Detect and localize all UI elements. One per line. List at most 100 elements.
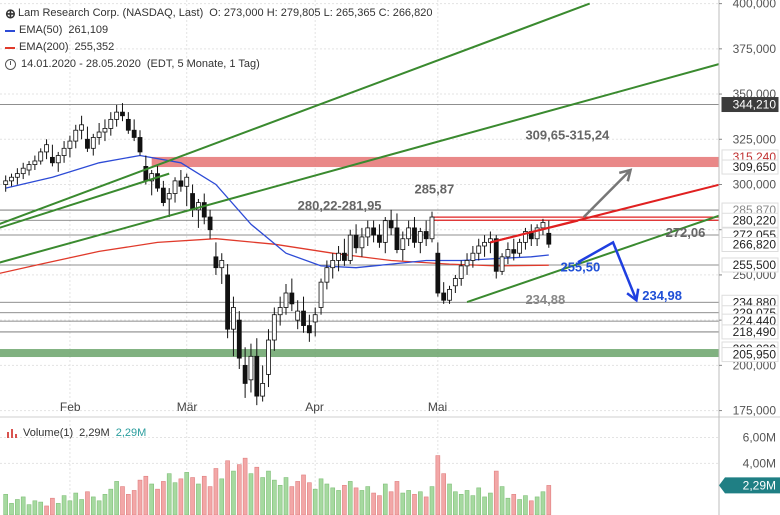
candle xyxy=(505,242,511,265)
candle-body xyxy=(306,325,312,334)
candle xyxy=(277,296,283,326)
candle xyxy=(511,238,517,261)
candle-body xyxy=(394,227,400,250)
candle-body xyxy=(184,176,190,187)
candle-body xyxy=(137,137,143,153)
volume-bar xyxy=(114,481,119,515)
candle-body xyxy=(534,227,540,240)
volume-bar xyxy=(488,492,493,515)
candle-body xyxy=(476,245,482,254)
price-level-tag: 205,950 xyxy=(721,347,779,363)
candle-body xyxy=(120,111,125,117)
candle-body xyxy=(277,307,283,316)
volume-bar xyxy=(242,457,248,515)
volume-bar xyxy=(207,486,213,515)
candle xyxy=(102,119,108,142)
price-tag-bg xyxy=(721,97,779,113)
price-axis: 400,000375,000350,000325,000300,000275,0… xyxy=(718,0,780,515)
candle-body xyxy=(166,193,172,200)
candle-body xyxy=(213,256,219,269)
price-tag-label: 280,220 xyxy=(733,213,777,227)
candle-body xyxy=(61,147,67,156)
volume-bar xyxy=(423,496,429,515)
candle xyxy=(260,365,266,402)
candle-body xyxy=(400,238,406,251)
price-tick-label: 375,000 xyxy=(733,42,777,56)
volume-bar xyxy=(137,479,143,515)
candle-body xyxy=(207,216,213,231)
candle-body xyxy=(266,339,271,375)
candle-body xyxy=(236,319,242,359)
volume-bar xyxy=(517,499,522,515)
volume-bar xyxy=(161,481,166,515)
ema200-label: EMA(200) xyxy=(19,41,69,53)
candle-body xyxy=(225,274,231,330)
volume-bar xyxy=(435,455,441,515)
candle xyxy=(79,115,84,140)
legend-ema200-row[interactable]: EMA(200) 255,352 xyxy=(5,39,432,56)
period-note: (EDT, 5 Monate, 1 Tag) xyxy=(146,58,260,70)
current-volume-tag-bg xyxy=(719,477,780,494)
candle xyxy=(283,283,289,315)
ema50-label: EMA(50) xyxy=(19,24,63,36)
candle xyxy=(365,220,371,246)
candle-body xyxy=(493,238,499,272)
price-pane-bg xyxy=(0,0,719,416)
volume-bar xyxy=(382,483,388,515)
volume-bar xyxy=(347,481,353,515)
candle xyxy=(464,253,470,275)
volume-bar xyxy=(540,491,546,515)
support-resistance-lines xyxy=(0,104,719,333)
volume-bar xyxy=(55,503,61,515)
candle xyxy=(20,162,26,180)
candle xyxy=(458,260,464,286)
candle xyxy=(324,260,330,290)
candle xyxy=(406,220,412,246)
volume-bar xyxy=(149,483,154,515)
volume-legend[interactable]: Volume(1) 2,29M 2,29M xyxy=(7,427,146,439)
volume-bar xyxy=(26,504,32,515)
current-volume-tag-label: 2,29M xyxy=(743,478,776,492)
candle-body xyxy=(412,227,417,243)
price-tick-label: 175,000 xyxy=(733,404,777,418)
volume-bar xyxy=(196,483,201,515)
legend-ema50-row[interactable]: EMA(50) 261,109 xyxy=(5,22,432,39)
volume-bar xyxy=(353,487,359,515)
candle-body xyxy=(452,278,458,287)
candle-body xyxy=(85,138,90,149)
candle-body xyxy=(499,256,505,272)
candle-body xyxy=(517,241,522,254)
volume-bar xyxy=(32,500,38,515)
candle-body xyxy=(429,216,435,240)
candle-body xyxy=(155,173,160,189)
candle-body xyxy=(131,129,137,138)
volume-bar xyxy=(493,470,499,515)
volume-bar xyxy=(143,475,149,515)
candle xyxy=(120,103,125,122)
candle xyxy=(166,188,172,218)
volume-value-1: 2,29M xyxy=(79,427,110,439)
volume-bar xyxy=(231,470,236,515)
candle xyxy=(371,220,377,243)
candle-body xyxy=(341,252,347,261)
volume-bar xyxy=(377,495,382,515)
volume-bar xyxy=(400,492,406,515)
instrument-label: Lam Research Corp. (NASDAQ, Last) xyxy=(18,7,204,19)
price-tag-label: 309,650 xyxy=(733,160,777,174)
period-range: 14.01.2020 - 28.05.2020 xyxy=(21,58,141,70)
price-tag-label: 344,210 xyxy=(733,98,777,112)
bullish-projection-path xyxy=(582,169,632,218)
candle-body xyxy=(324,267,330,283)
crosshair-icon[interactable]: ⊕ xyxy=(5,5,16,21)
candle xyxy=(377,224,382,248)
chart-legend: ⊕ Lam Research Corp. (NASDAQ, Last) O: 2… xyxy=(5,5,432,73)
volume-bar xyxy=(184,472,190,515)
candle xyxy=(160,180,166,207)
candle xyxy=(382,217,388,254)
annotations-layer: 309,65-315,24 285,87 280,22-281,95 272,06 25… xyxy=(298,127,706,307)
candle-body xyxy=(441,292,447,301)
volume-bar xyxy=(412,494,417,515)
ema50-swatch xyxy=(5,29,15,32)
candle-body xyxy=(79,124,84,131)
candle xyxy=(248,343,254,393)
